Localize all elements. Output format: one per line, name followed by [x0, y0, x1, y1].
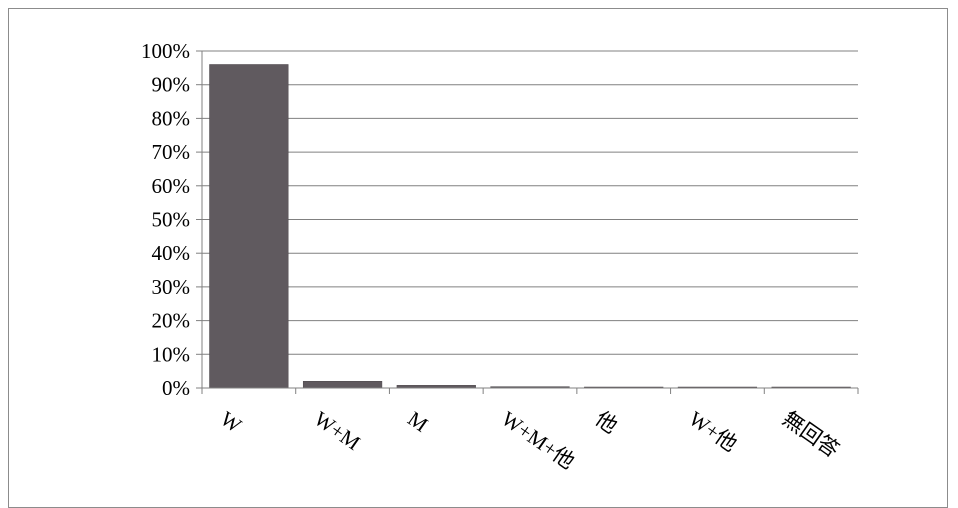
y-tick-label: 70% [152, 140, 191, 164]
y-tick-label: 100% [141, 39, 190, 63]
x-category-label: W+M+他 [497, 406, 579, 473]
chart-frame [8, 8, 948, 508]
y-tick-label: 0% [162, 376, 190, 400]
bar [302, 381, 383, 389]
y-axis-tick-labels: 0% 10% 20% 30% 40% 50% 60% 70% 80% 90% 100% [141, 39, 190, 400]
bars [209, 64, 851, 389]
y-tick-label: 60% [152, 174, 191, 198]
y-tick-label: 80% [152, 106, 191, 130]
y-tick-label: 50% [152, 208, 191, 232]
y-tick-label: 40% [152, 241, 191, 265]
x-category-label: 他 [591, 406, 622, 438]
axes [196, 50, 859, 394]
x-axis-category-labels: W W+M M W+M+他他 W+他 無回答 [216, 406, 844, 473]
y-tick-label: 90% [152, 73, 191, 97]
x-category-label: W [216, 406, 246, 437]
x-category-label: 無回答 [778, 406, 843, 462]
y-tick-label: 10% [152, 342, 191, 366]
bar [209, 64, 289, 389]
y-tick-label: 30% [152, 275, 191, 299]
x-category-label: W+他 [685, 406, 742, 456]
y-tick-label: 20% [152, 309, 191, 333]
x-category-label: W+M [310, 406, 365, 455]
x-category-label: M [403, 406, 432, 437]
gridlines [202, 50, 858, 355]
